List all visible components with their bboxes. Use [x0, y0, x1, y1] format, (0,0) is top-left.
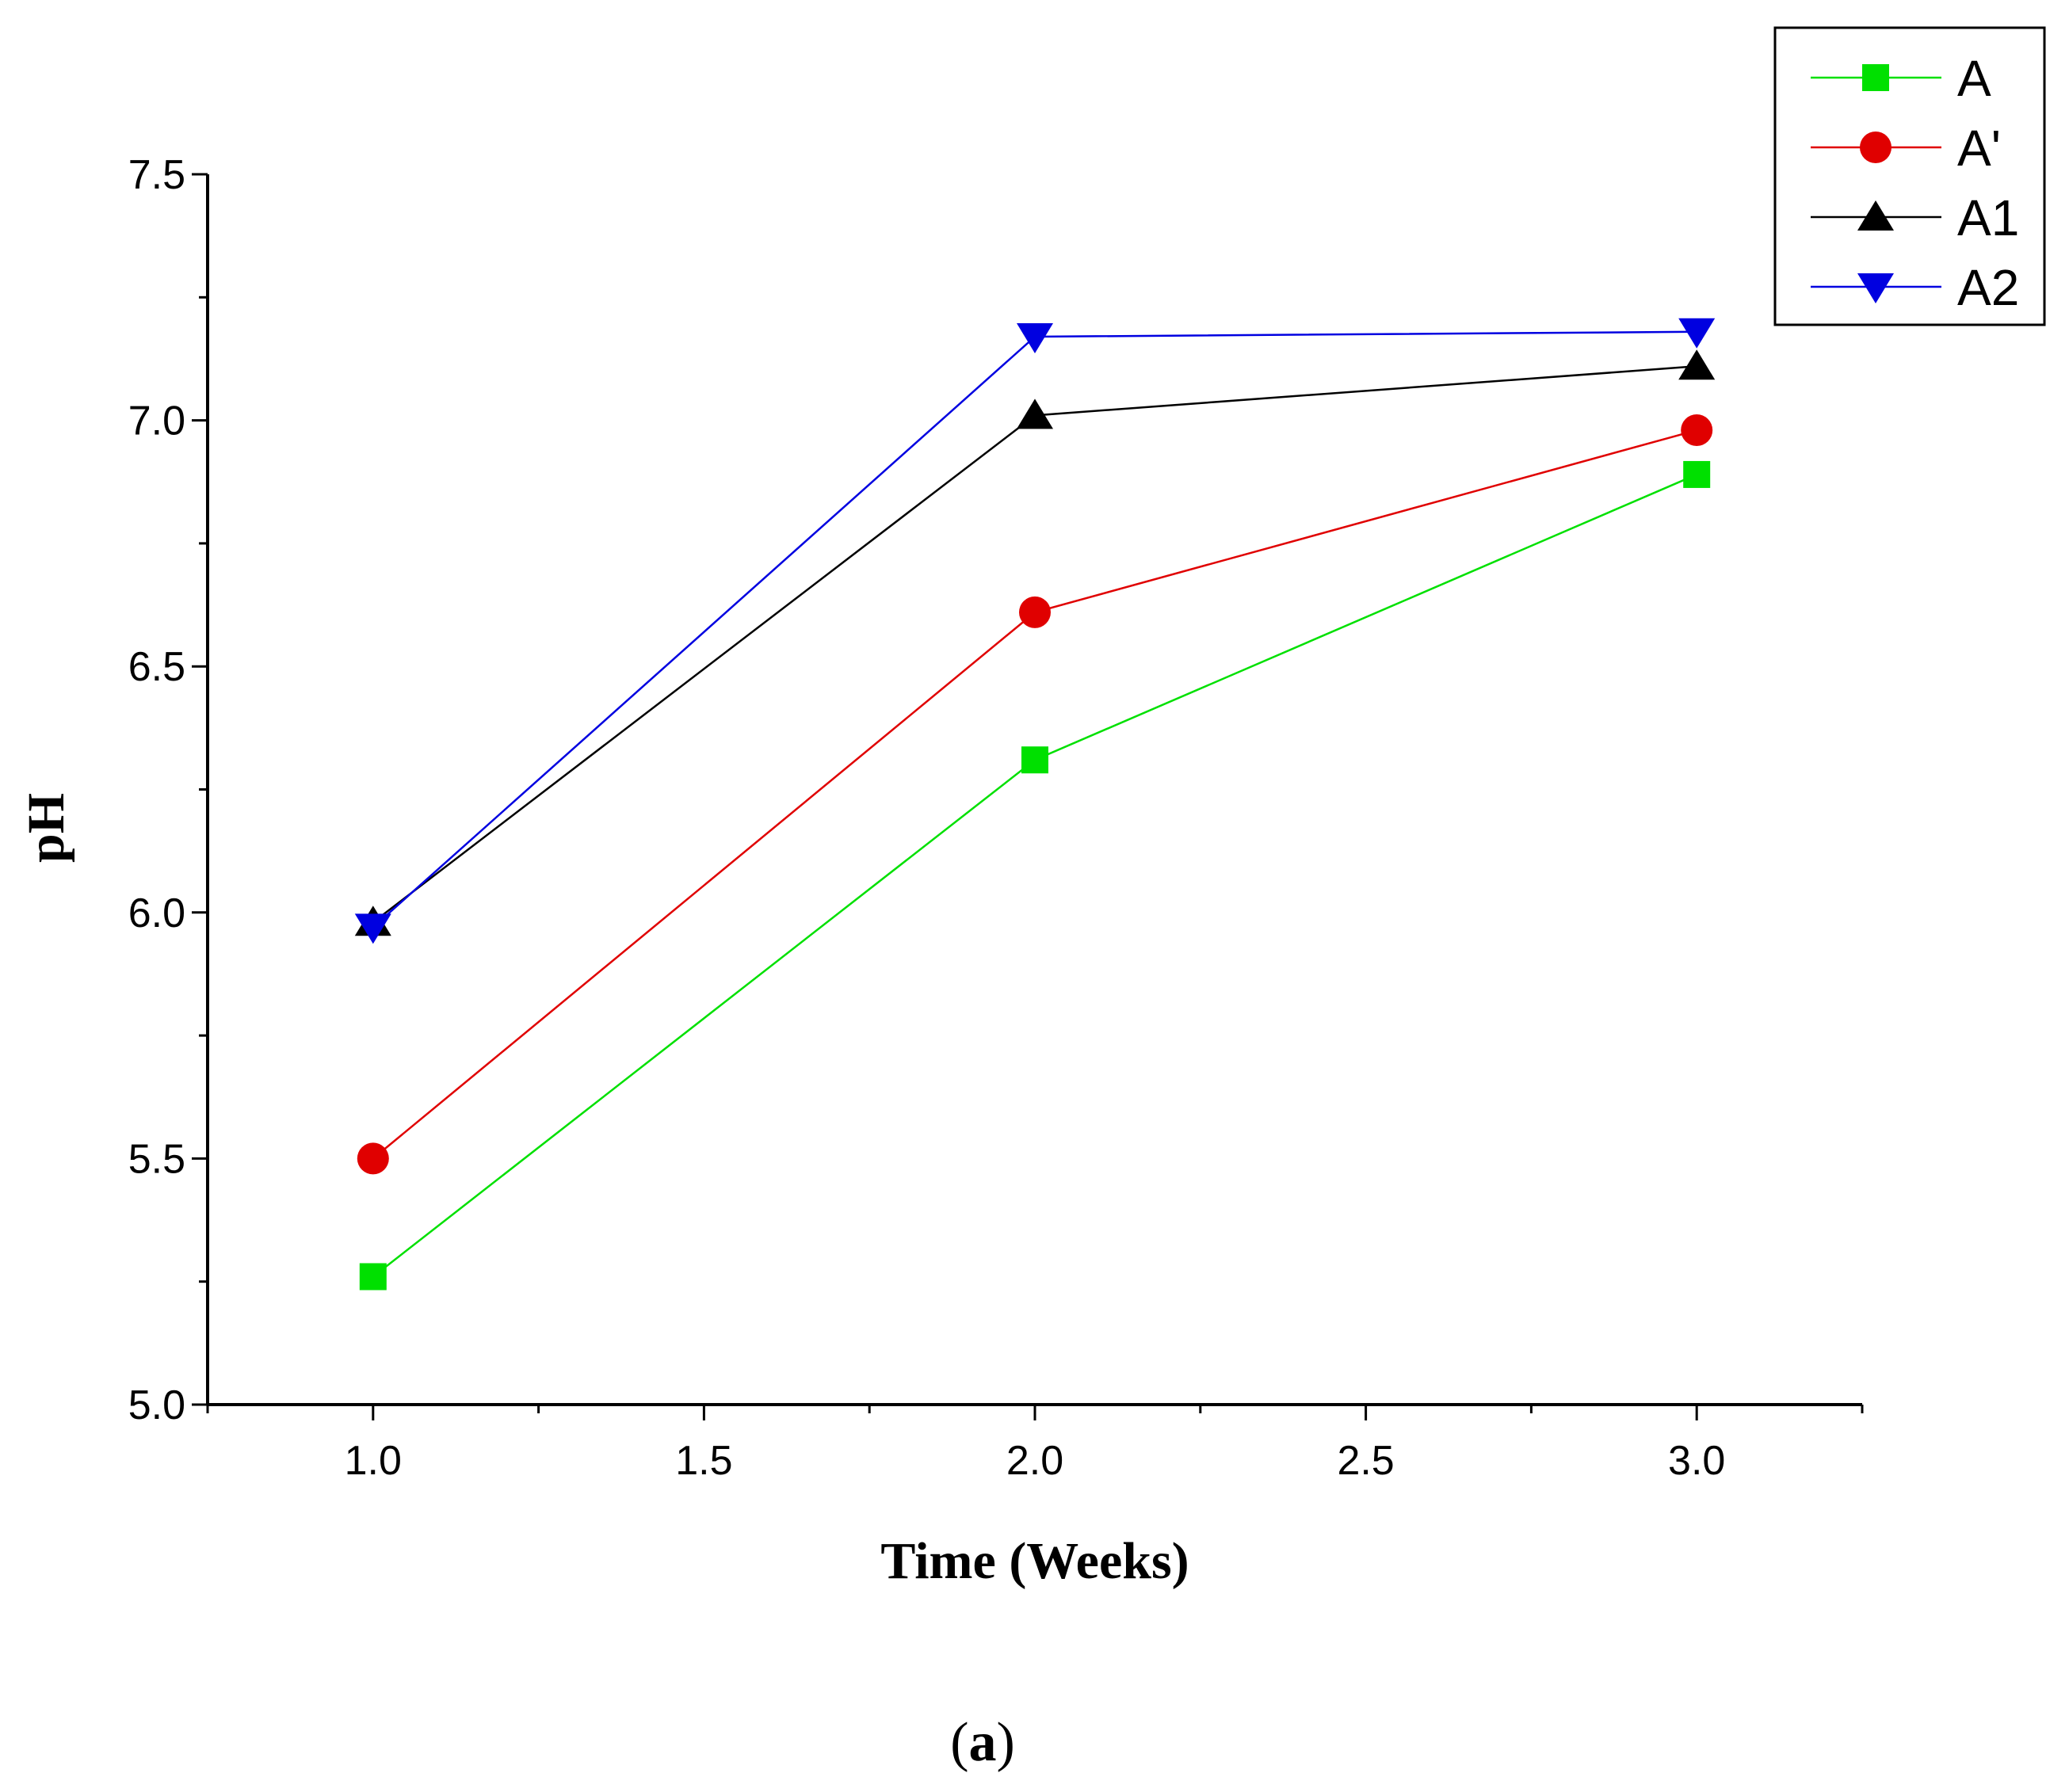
series-line	[372, 365, 1697, 924]
legend: A A' A1 A2	[1773, 26, 2046, 326]
legend-label: A'	[1957, 120, 2001, 177]
y-tick-label: 5.5	[128, 1136, 185, 1182]
series-line	[372, 473, 1697, 1278]
x-tick-label: 3.0	[1668, 1438, 1725, 1484]
data-point	[1681, 414, 1713, 447]
legend-item: A2	[1811, 259, 2019, 316]
data-point	[1678, 349, 1716, 380]
y-tick-label: 6.0	[128, 890, 185, 936]
data-point	[359, 1263, 387, 1291]
x-tick-label: 2.0	[1006, 1438, 1063, 1484]
data-point	[1683, 460, 1711, 488]
legend-item: A'	[1811, 120, 2001, 177]
legend-item: A1	[1811, 189, 2019, 246]
data-point	[357, 1142, 389, 1175]
legend-marker	[1860, 132, 1891, 163]
figure-caption: (a)	[950, 1712, 1015, 1773]
y-tick-label: 5.0	[128, 1382, 185, 1428]
caption-close: )	[997, 1712, 1015, 1773]
axes: 5.0 5.5 6.0 6.5 7.0 7.5 1.0 1.5 2.0 2.5 3.0	[128, 152, 1864, 1484]
legend-marker	[1862, 64, 1889, 91]
y-axis-title: pH	[17, 793, 75, 863]
legend-marker	[1857, 200, 1894, 231]
series-layer	[354, 318, 1716, 1291]
data-point	[1019, 596, 1051, 628]
series-A-prime	[357, 414, 1713, 1175]
data-point	[1021, 746, 1048, 774]
x-tick-label: 1.0	[345, 1438, 402, 1484]
legend-item: A	[1811, 50, 1991, 107]
series-line	[372, 429, 1697, 1160]
y-tick-label: 7.0	[128, 398, 185, 444]
y-tick-label: 7.5	[128, 152, 185, 198]
legend-label: A	[1957, 50, 1991, 107]
x-tick-label: 2.5	[1337, 1438, 1394, 1484]
legend-label: A2	[1957, 259, 2019, 316]
data-point	[1017, 398, 1053, 429]
caption-letter: a	[969, 1712, 997, 1773]
caption-open: (	[950, 1712, 968, 1773]
y-tick-label: 6.5	[128, 644, 185, 690]
legend-label: A1	[1957, 189, 2019, 246]
series-A1	[354, 349, 1716, 936]
data-point	[1678, 318, 1716, 349]
x-tick-label: 1.5	[675, 1438, 732, 1484]
x-axis-title: Time (Weeks)	[880, 1532, 1189, 1590]
data-point	[1017, 322, 1053, 353]
series-A2	[354, 318, 1716, 944]
legend-marker	[1857, 273, 1894, 303]
series-A	[359, 460, 1711, 1291]
data-point	[354, 913, 391, 944]
